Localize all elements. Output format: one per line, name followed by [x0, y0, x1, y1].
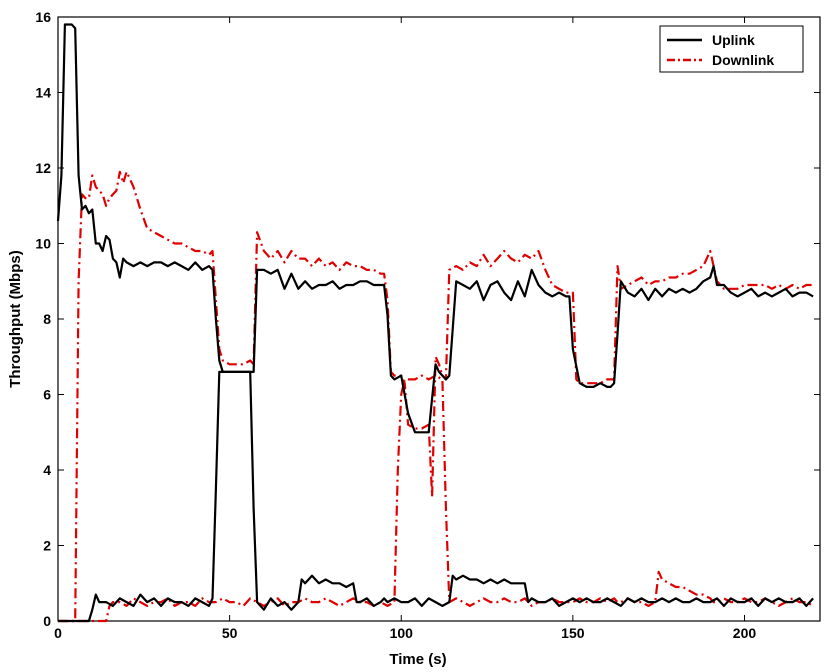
y-tick-label: 12 — [35, 160, 51, 176]
y-tick-label: 14 — [35, 85, 51, 101]
y-tick-label: 8 — [43, 311, 51, 327]
x-tick-label: 100 — [390, 625, 414, 641]
y-axis-title: Throughput (Mbps) — [7, 250, 24, 387]
series-line-uplink-secondary — [58, 370, 814, 623]
x-axis-title: Time (s) — [389, 651, 446, 668]
x-tick-label: 150 — [561, 625, 585, 641]
y-tick-label: 0 — [43, 613, 51, 629]
x-tick-label: 50 — [222, 625, 238, 641]
series-line-downlink-secondary — [58, 374, 814, 623]
y-tick-label: 2 — [43, 538, 51, 554]
x-axis-ticks: 0 50 100 150 200 — [54, 17, 756, 641]
x-tick-label: 200 — [733, 625, 757, 641]
legend-box — [659, 25, 804, 73]
plot-frame — [57, 16, 821, 622]
axes — [57, 16, 821, 622]
legend: Uplink Downlink — [659, 25, 804, 73]
series-line-uplink-primary — [56, 23, 814, 434]
series-lines — [56, 23, 814, 623]
legend-label-downlink: Downlink — [712, 52, 774, 68]
y-tick-label: 6 — [43, 387, 51, 403]
y-tick-label: 16 — [35, 9, 51, 25]
y-tick-label: 4 — [43, 462, 51, 478]
x-tick-label: 0 — [54, 625, 62, 641]
y-axis-ticks: 0 2 4 6 8 10 12 14 16 — [35, 9, 820, 629]
y-tick-label: 10 — [35, 236, 51, 252]
legend-label-uplink: Uplink — [712, 32, 755, 48]
series-line-downlink-primary — [58, 170, 814, 623]
